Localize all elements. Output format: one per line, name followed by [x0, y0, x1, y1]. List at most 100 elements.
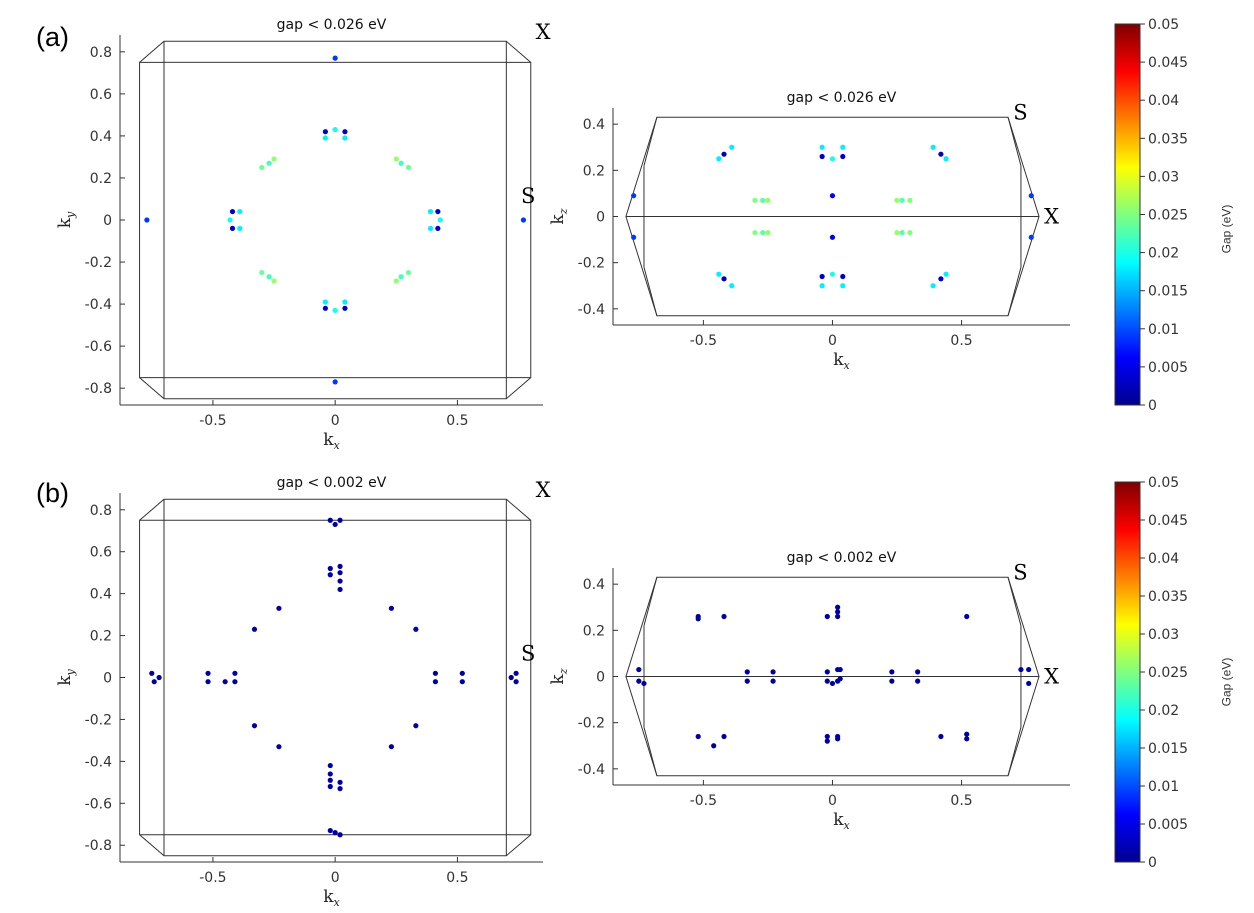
- y-tick-label: 0.2: [90, 171, 112, 187]
- point-label-x: X: [536, 478, 551, 502]
- data-point: [437, 217, 443, 223]
- data-point: [930, 283, 936, 289]
- colorbar-tick-label: 0.025: [1148, 208, 1188, 224]
- x-axis-label: kx: [323, 887, 340, 909]
- data-point: [332, 55, 338, 61]
- colorbar-b: 0.05 0.045 0.04 0.035 0.03 0.025 0.02 0.015 0.01…: [1114, 475, 1188, 871]
- data-point: [837, 666, 843, 673]
- data-point: [899, 197, 905, 203]
- x-axis-label: kx: [833, 810, 850, 832]
- point-label-x: X: [536, 20, 551, 44]
- data-point: [337, 832, 343, 838]
- data-point: [915, 669, 921, 675]
- y-tick-label: -0.8: [85, 381, 112, 397]
- y-tick-label: -0.6: [85, 796, 112, 812]
- y-tick-label: -0.2: [85, 712, 112, 728]
- data-point: [770, 678, 776, 684]
- plot-a-kxky: -0.5 0 0.5 0.8 0.6 0.4 0.2 0 -0.2 -0.4 -0.6 -0.8 gap…: [55, 17, 551, 452]
- data-point: [232, 670, 238, 676]
- x-tick-label: 0.5: [446, 413, 468, 429]
- point-label-x: X: [1044, 204, 1059, 228]
- data-point: [721, 151, 727, 157]
- data-point: [337, 779, 343, 785]
- data-point: [765, 197, 771, 203]
- data-point: [1028, 193, 1034, 199]
- data-point: [938, 276, 944, 282]
- data-point: [427, 225, 434, 232]
- colorbar-tick-label: 0.02: [1148, 703, 1179, 719]
- point-label-x: X: [1044, 664, 1059, 688]
- colorbar-tick-label: 0.05: [1148, 17, 1179, 33]
- data-point: [388, 605, 395, 611]
- data-point: [829, 234, 836, 240]
- data-point: [276, 605, 282, 611]
- data-point: [427, 208, 434, 215]
- y-axis-label: ky: [55, 211, 77, 228]
- data-point: [636, 678, 642, 684]
- data-point: [232, 679, 238, 685]
- colorbar-tick-label: 0.005: [1148, 817, 1188, 833]
- data-point: [327, 572, 333, 578]
- data-point: [337, 786, 343, 792]
- data-point: [889, 669, 895, 675]
- data-point: [1026, 666, 1032, 673]
- data-point: [631, 193, 637, 199]
- y-tick-label: 0.6: [90, 87, 112, 103]
- colorbar-tick-label: 0: [1148, 855, 1157, 871]
- data-point: [149, 670, 155, 676]
- data-point: [327, 771, 333, 777]
- data-point: [721, 613, 727, 620]
- brillouin-zone: [625, 576, 1040, 777]
- x-tick-label: 0: [331, 870, 340, 886]
- data-point: [342, 305, 348, 311]
- data-point: [840, 273, 846, 280]
- y-tick-label: 0.4: [583, 577, 605, 593]
- data-point: [327, 517, 333, 523]
- colorbar-tick-label: 0.03: [1148, 169, 1179, 185]
- data-point: [435, 225, 441, 232]
- colorbar-tick-label: 0.015: [1148, 741, 1188, 757]
- y-tick-label: 0.4: [90, 587, 112, 603]
- y-tick-label: 0.4: [90, 129, 112, 145]
- data-point: [721, 733, 727, 740]
- colorbar-tick-label: 0.03: [1148, 627, 1179, 643]
- data-point: [393, 278, 399, 284]
- data-point: [840, 283, 846, 289]
- data-point: [259, 164, 265, 171]
- data-point: [907, 197, 913, 203]
- data-point: [327, 783, 333, 790]
- data-point: [824, 669, 830, 675]
- data-point: [894, 230, 900, 236]
- data-point: [332, 830, 338, 836]
- data-point: [405, 269, 412, 276]
- data-point: [752, 197, 758, 203]
- colorbar-gradient: [1114, 23, 1141, 406]
- data-point: [388, 744, 395, 750]
- data-point: [276, 744, 282, 750]
- colorbar-tick-label: 0.035: [1148, 131, 1188, 147]
- colorbar-label-a: Gap (eV): [1219, 204, 1234, 254]
- data-point: [432, 679, 439, 685]
- data-point: [332, 307, 338, 313]
- colorbar-tick-label: 0.025: [1148, 665, 1188, 681]
- data-point: [327, 777, 333, 783]
- data-point: [520, 217, 527, 223]
- data-point: [332, 127, 338, 133]
- data-point: [829, 680, 836, 687]
- data-point: [695, 616, 701, 622]
- data-point: [398, 274, 404, 280]
- data-point: [337, 570, 343, 576]
- x-axis-label: kx: [323, 430, 340, 452]
- data-point: [837, 676, 843, 682]
- x-tick-label: -0.5: [199, 870, 226, 886]
- x-tick-label: 0.5: [950, 793, 972, 809]
- data-point: [631, 234, 637, 240]
- data-point: [508, 674, 514, 681]
- brillouin-zone: [139, 40, 532, 400]
- data-point: [337, 578, 343, 584]
- data-point: [413, 626, 419, 632]
- data-point: [824, 613, 830, 620]
- data-point: [322, 129, 328, 135]
- y-tick-label: 0: [596, 210, 605, 226]
- colorbar-tick-label: 0.045: [1148, 513, 1188, 529]
